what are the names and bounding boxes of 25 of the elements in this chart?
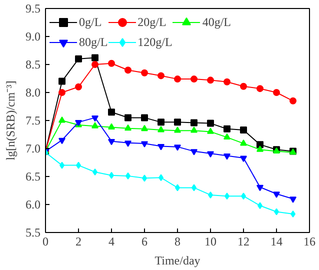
x-tick-label: 16 xyxy=(304,234,316,248)
x-tick-label: 6 xyxy=(142,234,148,248)
legend-label: 120g/L xyxy=(138,34,172,50)
y-axis-title: lg[n(SRB)/cm⁻³] xyxy=(4,80,18,160)
x-tick-label: 14 xyxy=(270,234,282,248)
x-tick-label: 2 xyxy=(76,234,82,248)
y-tick-label: 6.5 xyxy=(26,170,40,184)
y-tick-label: 7.0 xyxy=(26,142,40,156)
legend-label: 80g/L xyxy=(79,34,108,50)
x-tick-label: 8 xyxy=(174,234,180,248)
x-axis-title: Time/day xyxy=(154,254,200,268)
x-tick-label: 10 xyxy=(204,234,216,248)
y-tick-label: 5.5 xyxy=(26,226,40,240)
y-tick-label: 8.5 xyxy=(26,58,40,72)
y-tick-label: 6.0 xyxy=(26,198,40,212)
y-tick-label: 9.5 xyxy=(26,2,40,16)
x-tick-label: 4 xyxy=(108,234,114,248)
x-tick-label: 0 xyxy=(42,234,48,248)
y-tick-label: 7.5 xyxy=(26,114,40,128)
legend-label: 40g/L xyxy=(202,14,232,30)
x-tick-label: 12 xyxy=(238,234,250,248)
legend-label: 0g/L xyxy=(79,14,102,30)
y-tick-label: 8.0 xyxy=(26,86,40,100)
y-tick-label: 9.0 xyxy=(26,30,40,44)
legend-label: 20g/L xyxy=(138,14,166,30)
